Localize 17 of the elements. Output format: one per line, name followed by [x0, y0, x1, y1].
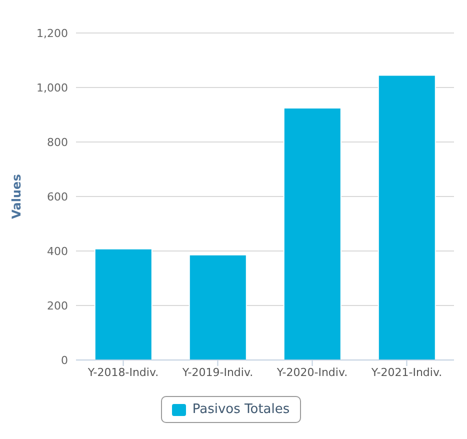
- bar: [283, 107, 342, 360]
- bar: [188, 254, 247, 360]
- x-tick-label: Y-2019-Indiv.: [181, 366, 254, 379]
- y-tick-label: 1,000: [36, 81, 68, 94]
- x-tick-label: Y-2018-Indiv.: [86, 366, 159, 379]
- y-tick-label: 0: [61, 354, 68, 367]
- y-tick-label: 400: [47, 244, 68, 258]
- legend-label: Pasivos Totales: [191, 402, 290, 417]
- y-tick-label: 200: [47, 299, 68, 312]
- bar: [378, 74, 436, 360]
- y-tick-label: 1,200: [36, 26, 68, 40]
- y-axis-title: Values: [9, 174, 24, 219]
- bar: [94, 248, 152, 360]
- y-tick-label: 800: [47, 136, 68, 149]
- x-tick-label: Y-2021-Indiv.: [370, 366, 442, 379]
- y-tick-label: 600: [47, 190, 68, 204]
- x-tick-label: Y-2020-Indiv.: [276, 366, 348, 379]
